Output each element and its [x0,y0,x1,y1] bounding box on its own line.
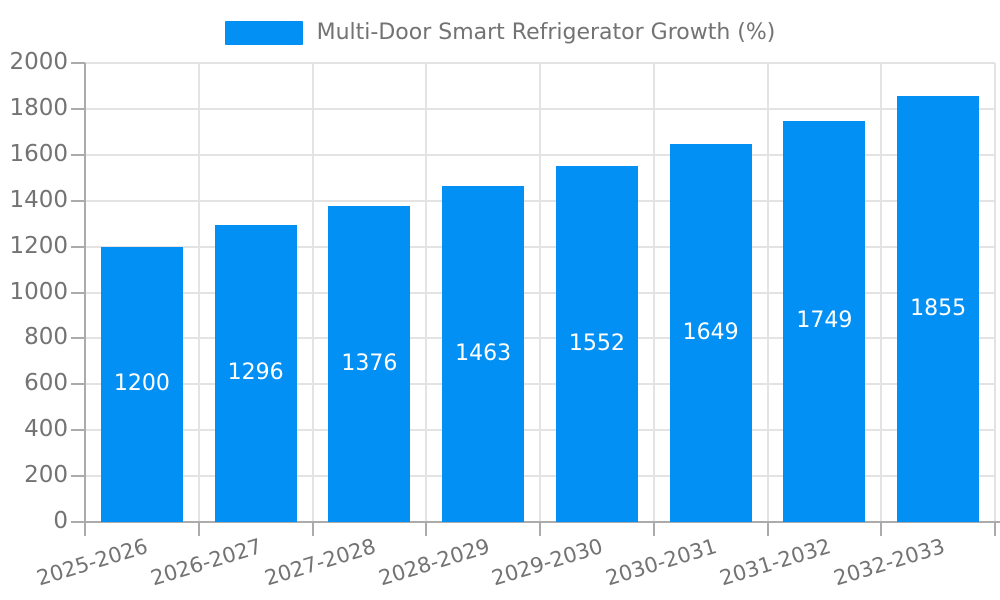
v-gridline [880,63,883,522]
y-tick-label: 800 [24,324,68,351]
y-tick-label: 1200 [9,232,68,259]
v-gridline [652,63,655,522]
bar-2026-2027[interactable] [214,224,297,522]
x-tick-mark [539,522,541,536]
v-gridline [766,63,769,522]
legend[interactable]: Multi-Door Smart Refrigerator Growth (%) [0,15,1000,51]
x-tick-label: 2031-2032 [716,534,834,591]
bar-2028-2029[interactable] [442,186,525,522]
legend-swatch[interactable] [224,21,303,45]
y-tick-label: 600 [24,370,68,397]
x-tick-label: 2030-2031 [603,534,720,591]
x-tick-label: 2029-2030 [489,534,606,591]
y-tick-mark [71,383,85,386]
y-tick-mark [71,429,85,432]
y-tick-label: 200 [24,462,68,489]
bar-2031-2032[interactable] [783,120,866,522]
y-tick-mark [71,291,85,294]
y-tick-label: 2000 [9,49,68,75]
bar-2030-2031[interactable] [669,143,752,522]
y-tick-label: 1000 [9,278,68,305]
v-gridline [994,63,996,522]
bar-2025-2026[interactable] [100,246,183,522]
y-tick-mark [71,153,85,156]
x-tick-mark [880,522,883,536]
y-tick-label: 1600 [9,140,68,167]
v-gridline [425,63,428,522]
y-tick-mark [71,337,85,340]
bar-2027-2028[interactable] [328,206,411,522]
v-gridline [539,63,541,522]
y-tick-label: 400 [24,416,68,443]
bar-2029-2030[interactable] [555,165,638,522]
y-tick-mark [71,107,85,110]
x-tick-label: 2026-2027 [148,534,265,591]
x-tick-mark [197,522,200,536]
x-tick-mark [311,522,314,536]
y-axis-line [84,63,86,522]
x-tick-mark [84,522,86,536]
v-gridline [197,63,200,522]
y-tick-mark [71,521,85,523]
y-tick-label: 1800 [9,94,68,121]
y-tick-mark [71,62,85,64]
x-tick-label: 2025-2026 [34,534,151,591]
y-tick-mark [71,245,85,248]
x-tick-mark [425,522,428,536]
x-tick-label: 2027-2028 [261,534,379,591]
y-tick-mark [71,475,85,478]
y-tick-label: 1400 [9,186,68,213]
x-tick-mark [766,522,769,536]
x-tick-label: 2032-2033 [830,534,948,591]
legend-label: Multi-Door Smart Refrigerator Growth (%) [316,20,776,45]
x-tick-mark [652,522,655,536]
x-tick-label: 2028-2029 [375,534,493,591]
y-tick-label: 0 [53,508,68,534]
x-axis-line [85,521,1000,523]
x-tick-mark [994,522,996,536]
v-gridline [311,63,314,522]
y-tick-mark [71,199,85,202]
bar-2032-2033[interactable] [897,96,980,522]
